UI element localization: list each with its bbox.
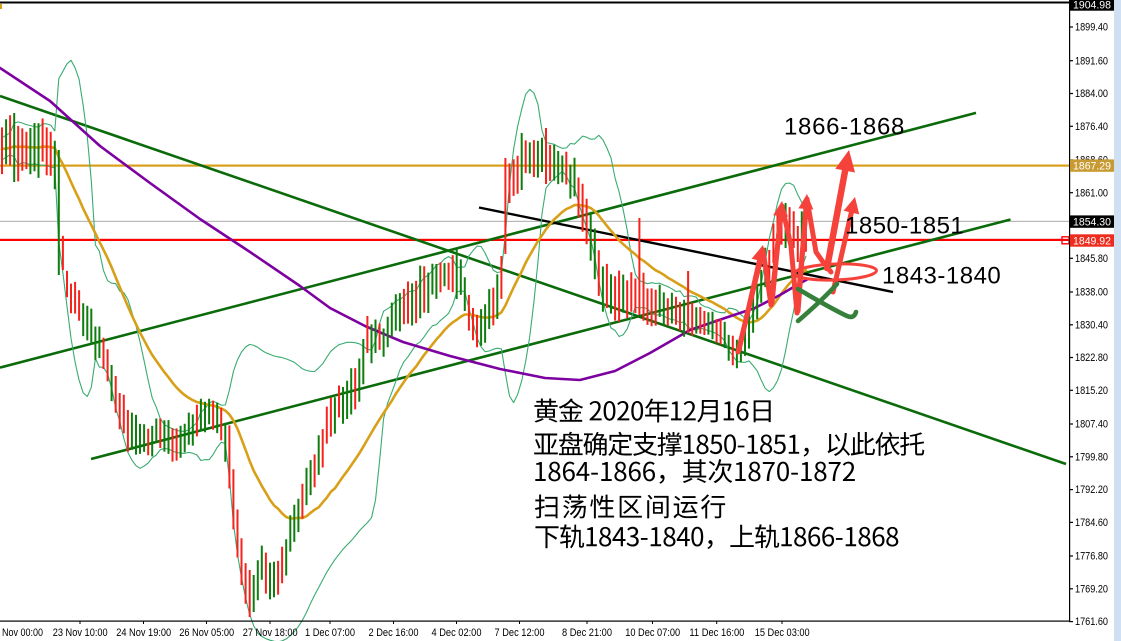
svg-text:1799.80: 1799.80 bbox=[1075, 451, 1108, 463]
svg-text:8 Dec 21:00: 8 Dec 21:00 bbox=[562, 627, 612, 639]
svg-text:1867.29: 1867.29 bbox=[1073, 160, 1111, 172]
svg-text:1849.92: 1849.92 bbox=[1073, 235, 1111, 247]
svg-text:1761.60: 1761.60 bbox=[1075, 616, 1108, 628]
svg-text:1769.20: 1769.20 bbox=[1075, 583, 1108, 595]
svg-text:11 Dec 16:00: 11 Dec 16:00 bbox=[689, 627, 744, 639]
svg-text:27 Nov 18:00: 27 Nov 18:00 bbox=[243, 627, 298, 639]
svg-text:1776.80: 1776.80 bbox=[1075, 551, 1108, 563]
svg-text:1843-1840: 1843-1840 bbox=[882, 263, 1001, 290]
svg-text:1838.00: 1838.00 bbox=[1075, 287, 1108, 299]
svg-text:1822.80: 1822.80 bbox=[1075, 352, 1108, 364]
svg-text:1876.40: 1876.40 bbox=[1075, 121, 1108, 133]
svg-text:26 Nov 05:00: 26 Nov 05:00 bbox=[179, 627, 234, 639]
svg-text:1807.40: 1807.40 bbox=[1075, 419, 1108, 431]
svg-text:Nov 00:00: Nov 00:00 bbox=[2, 627, 43, 639]
svg-text:1861.00: 1861.00 bbox=[1075, 187, 1108, 199]
svg-text:7 Dec 12:00: 7 Dec 12:00 bbox=[495, 627, 545, 639]
svg-text:1866-1868: 1866-1868 bbox=[784, 114, 905, 141]
svg-text:1815.20: 1815.20 bbox=[1075, 385, 1108, 397]
svg-text:24 Nov 19:00: 24 Nov 19:00 bbox=[116, 627, 171, 639]
svg-text:15 Dec 03:00: 15 Dec 03:00 bbox=[755, 627, 810, 639]
svg-text:1850-1851: 1850-1851 bbox=[845, 213, 964, 240]
svg-text:1854.30: 1854.30 bbox=[1073, 216, 1111, 228]
svg-text:1899.40: 1899.40 bbox=[1075, 22, 1108, 34]
svg-text:2 Dec 16:00: 2 Dec 16:00 bbox=[369, 627, 419, 639]
svg-text:4 Dec 02:00: 4 Dec 02:00 bbox=[432, 627, 482, 639]
svg-text:1784.60: 1784.60 bbox=[1075, 517, 1108, 529]
svg-text:1830.40: 1830.40 bbox=[1075, 319, 1108, 331]
svg-text:1884.00: 1884.00 bbox=[1075, 88, 1108, 100]
svg-text:1891.60: 1891.60 bbox=[1075, 55, 1108, 67]
svg-text:1904.98: 1904.98 bbox=[1073, 0, 1111, 11]
svg-text:1792.20: 1792.20 bbox=[1075, 484, 1108, 496]
svg-text:10 Dec 07:00: 10 Dec 07:00 bbox=[625, 627, 680, 639]
svg-text:23 Nov 10:00: 23 Nov 10:00 bbox=[53, 627, 108, 639]
svg-text:1845.80: 1845.80 bbox=[1075, 253, 1108, 265]
svg-text:1 Dec 07:00: 1 Dec 07:00 bbox=[305, 627, 355, 639]
